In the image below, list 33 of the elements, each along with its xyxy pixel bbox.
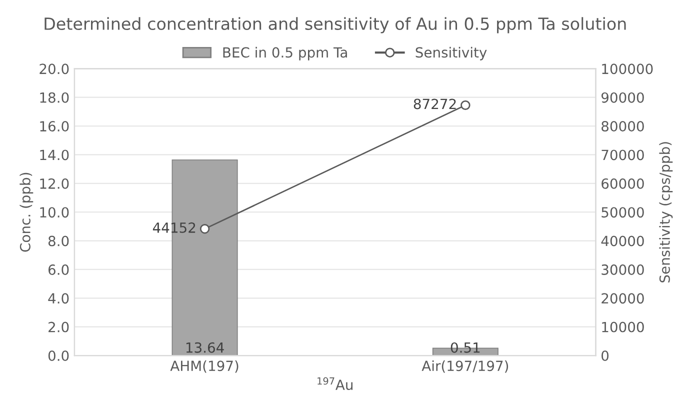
y-tick-label: 0.0	[48, 350, 69, 361]
y2-tick-label: 70000	[602, 150, 644, 160]
data-label: 13.64	[186, 342, 224, 353]
y2-tick-label: 20000	[602, 293, 644, 304]
y-tick-label: 2.0	[48, 322, 69, 332]
legend-label: Sensitivity	[416, 46, 487, 60]
y-axis-title: Conc. (ppb)	[20, 172, 34, 252]
y-tick-label: 6.0	[48, 264, 69, 275]
y-tick-label: 8.0	[48, 236, 69, 246]
y2-tick-label: 40000	[601, 236, 644, 246]
legend-label: BEC in 0.5 ppm Ta	[223, 46, 347, 60]
x-axis-title: $^{197}$Au	[318, 377, 352, 390]
y2-tick-label: 60000	[602, 178, 644, 189]
y2-tick-label: 80000	[602, 121, 644, 132]
y2-tick-label: 50000	[602, 207, 644, 218]
y-tick-label: 14.0	[40, 150, 69, 160]
chart-title: Determined concentration and sensitivity of Au in 0.5 ppm Ta solution	[44, 17, 626, 34]
y-tick-label: 12.0	[40, 178, 69, 189]
y2-tick-label: 0	[602, 350, 609, 361]
y-tick-label: 10.0	[40, 207, 69, 218]
y2-axis-title: Sensitivity (cps/ppb)	[659, 142, 673, 282]
x-tick-label: AHM(197)	[170, 360, 238, 373]
y2-tick-label: 100000	[602, 64, 653, 74]
y2-tick-label: 10000	[602, 322, 644, 332]
y-tick-label: 16.0	[40, 121, 69, 132]
y-tick-label: 20.0	[40, 64, 69, 74]
x-tick-label: Air(197/197)	[422, 360, 508, 373]
data-label: 87272	[414, 98, 456, 110]
y-tick-label: 4.0	[48, 293, 69, 304]
y-tick-label: 18.0	[40, 92, 69, 103]
y2-tick-label: 90000	[601, 92, 644, 103]
data-label: 0.51	[450, 342, 480, 353]
y2-tick-label: 30000	[602, 264, 644, 275]
